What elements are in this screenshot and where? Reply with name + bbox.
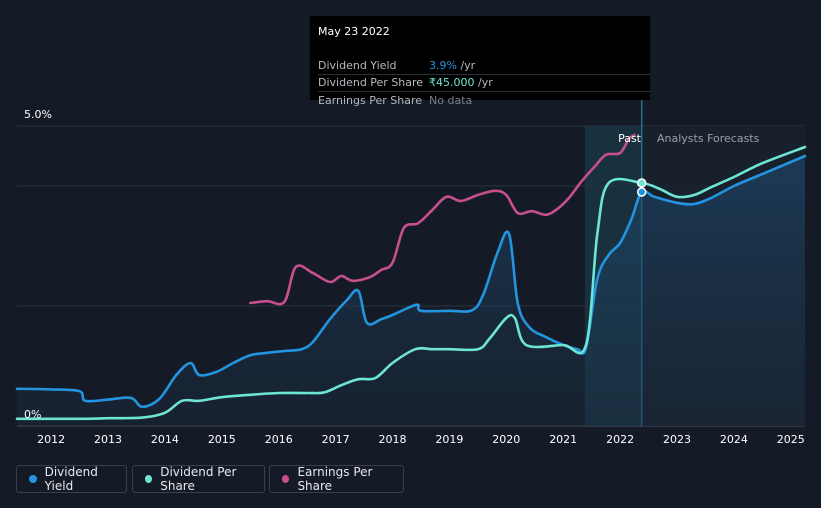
y-tick-top-label: 5.0%: [24, 108, 52, 121]
x-tick-label: 2021: [549, 433, 577, 446]
legend-label: Dividend Per Share: [160, 465, 237, 493]
x-tick-label: 2025: [777, 433, 805, 446]
legend-label: Earnings Per Share: [297, 465, 373, 493]
x-tick-label: 2013: [94, 433, 122, 446]
dividend-per-share-line: [15, 145, 807, 421]
x-tick-label: 2012: [37, 433, 65, 446]
dividend-yield-area: [17, 156, 805, 426]
legend-dot-icon: [145, 475, 153, 483]
x-tick-label: 2016: [265, 433, 293, 446]
forecast-region-label: Analysts Forecasts: [657, 132, 760, 145]
tooltip-label: Dividend Per Share: [318, 76, 424, 89]
x-tick-label: 2023: [663, 433, 691, 446]
legend-item-dividend-per-share[interactable]: Dividend Per Share: [132, 465, 265, 493]
earnings-per-share-line: [249, 133, 636, 306]
x-tick-label: 2015: [208, 433, 236, 446]
dividend-yield-marker: [636, 187, 647, 197]
tooltip-value: 3.9% /yr: [429, 59, 476, 72]
x-tick-label: 2020: [492, 433, 520, 446]
series-layer: [15, 133, 807, 426]
tooltip-row-earnings-per-share: Earnings Per Share No data: [318, 92, 650, 109]
dividend-yield-line: [15, 154, 807, 409]
x-tick-label: 2018: [379, 433, 407, 446]
axis-layer: 2012 2013 2014 2015 2016 2017 2018 2019 2020 2021…: [37, 433, 805, 446]
x-tick-label: 2019: [435, 433, 463, 446]
x-tick-label: 2024: [720, 433, 748, 446]
legend-dot-icon: [282, 475, 290, 483]
legend-label: Dividend Yield: [44, 465, 98, 493]
dividend-per-share-marker: [636, 178, 647, 188]
tooltip-panel: May 23 2022 Dividend Yield 3.9% /yr Divi…: [310, 16, 650, 107]
tooltip-value: No data: [429, 94, 473, 107]
legend-dot-icon: [29, 475, 37, 483]
x-tick-label: 2022: [606, 433, 634, 446]
x-tick-label: 2014: [151, 433, 179, 446]
tooltip-label: Earnings Per Share: [318, 94, 423, 107]
tooltip-row-dividend-per-share: Dividend Per Share ₹45.000 /yr: [318, 74, 650, 92]
y-tick-bottom-label: 0%: [24, 408, 41, 421]
tooltip-value: ₹45.000 /yr: [429, 76, 493, 89]
tooltip-row-dividend-yield: Dividend Yield 3.9% /yr: [318, 57, 650, 75]
legend-item-earnings-per-share[interactable]: Earnings Per Share: [269, 465, 404, 493]
tooltip-label: Dividend Yield: [318, 59, 397, 72]
tooltip-date: May 23 2022: [318, 25, 390, 38]
legend-item-dividend-yield[interactable]: Dividend Yield: [16, 465, 127, 493]
past-region-label: Past: [618, 132, 642, 145]
x-tick-label: 2017: [322, 433, 350, 446]
